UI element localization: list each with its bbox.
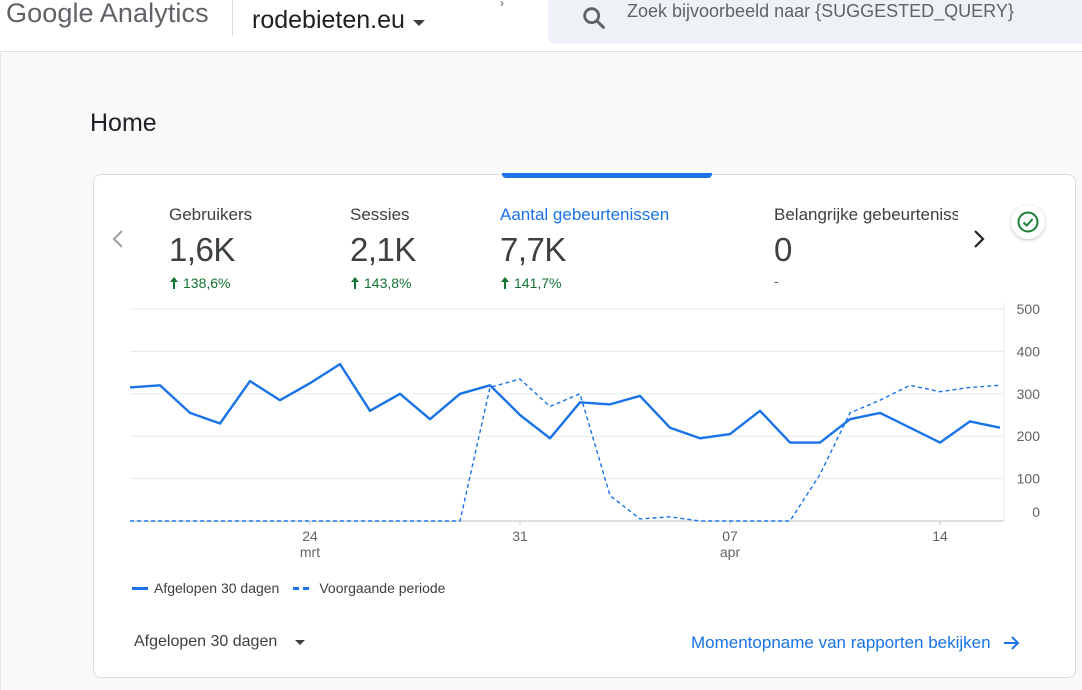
arrow-right-icon [1003, 636, 1019, 650]
main-content: Home Gebruikers 1,6K 138,6% Sessies 2,1K… [0, 53, 1082, 690]
metric-label: Aantal gebeurtenissen [500, 205, 670, 224]
property-name: rodebieten.eu [252, 6, 405, 34]
page-title: Home [90, 109, 157, 137]
metric-value: 2,1K [350, 231, 416, 268]
date-range-label: Afgelopen 30 dagen [134, 633, 278, 650]
brand-logo[interactable]: Google Analytics [6, 0, 209, 28]
header-divider [232, 0, 233, 36]
legend-swatch-solid [132, 586, 148, 590]
search-placeholder: Zoek bijvoorbeeld naar {SUGGESTED_QUERY} [627, 1, 1014, 21]
metric-label: Belangrijke gebeurtenissen [774, 205, 958, 224]
view-reports-label: Momentopname van rapporten bekijken [691, 633, 991, 652]
x-tick-month-label: apr [720, 544, 741, 560]
metric-delta-value: - [774, 273, 779, 289]
series-line-current [130, 362, 1001, 444]
y-tick-label: 400 [1017, 343, 1041, 359]
metric-delta-value: 143,8% [364, 275, 412, 291]
date-range-dropdown[interactable]: Afgelopen 30 dagen [134, 633, 306, 651]
series-line-previous [130, 378, 1001, 522]
metric-delta: 138,6% [169, 275, 252, 291]
arrow-up-icon [501, 277, 509, 289]
x-tick-label: 31 [512, 528, 528, 544]
y-tick-label: 300 [1017, 386, 1041, 402]
metric-delta-value: 141,7% [514, 275, 562, 291]
caret-down-icon [412, 19, 425, 26]
x-tick-label: 07 [722, 528, 738, 544]
check-circle-icon [1017, 211, 1039, 233]
metric-label: Gebruikers [169, 205, 253, 224]
y-tick-label: 0 [1032, 504, 1040, 520]
x-tick-label: 24 [302, 528, 318, 544]
property-selector[interactable]: rodebieten.eu [252, 6, 425, 35]
caret-down-icon [295, 639, 306, 645]
legend-label-previous: Voorgaande periode [319, 580, 446, 596]
metric-tab-events[interactable]: Aantal gebeurtenissen 7,7K 141,7% [500, 205, 669, 291]
arrow-up-icon [351, 277, 359, 289]
metric-tab-users[interactable]: Gebruikers 1,6K 138,6% [169, 205, 252, 291]
x-tick-month-label: mrt [300, 544, 320, 560]
metric-delta: 141,7% [500, 275, 669, 291]
y-tick-label: 100 [1017, 471, 1041, 487]
account-breadcrumb-fragment: › [500, 0, 504, 10]
legend-swatch-dashed [293, 586, 312, 590]
y-tick-label: 500 [1017, 303, 1041, 317]
metric-delta-value: 138,6% [183, 275, 231, 291]
metric-value: 7,7K [500, 231, 566, 268]
active-metric-indicator [502, 173, 712, 178]
chevron-left-icon[interactable] [108, 227, 128, 251]
search-bar[interactable]: Zoek bijvoorbeeld naar {SUGGESTED_QUERY} [548, 0, 1082, 44]
x-tick-label: 14 [932, 528, 948, 544]
y-tick-label: 200 [1017, 428, 1041, 444]
overview-card: Gebruikers 1,6K 138,6% Sessies 2,1K 143,… [93, 173, 1076, 678]
search-icon [583, 7, 605, 29]
arrow-up-icon [170, 277, 178, 289]
top-bar: Google Analytics › rodebieten.eu Zoek bi… [0, 0, 1082, 52]
metric-value: 1,6K [169, 231, 235, 268]
metric-tab-sessions[interactable]: Sessies 2,1K 143,8% [350, 205, 416, 291]
legend-item-current: Afgelopen 30 dagen [132, 580, 279, 596]
view-reports-snapshot-link[interactable]: Momentopname van rapporten bekijken [691, 633, 1021, 653]
metric-tab-key-events[interactable]: Belangrijke gebeurtenissen 0 - [774, 205, 958, 289]
chevron-right-icon[interactable] [969, 227, 989, 251]
legend-label-current: Afgelopen 30 dagen [154, 580, 280, 596]
metric-value: 0 [774, 231, 792, 268]
metric-label: Sessies [350, 205, 410, 224]
legend-item-previous: Voorgaande periode [293, 580, 445, 596]
chart-legend: Afgelopen 30 dagen Voorgaande periode [132, 580, 459, 596]
metric-delta: 143,8% [350, 275, 416, 291]
data-quality-check-button[interactable] [1011, 205, 1045, 239]
